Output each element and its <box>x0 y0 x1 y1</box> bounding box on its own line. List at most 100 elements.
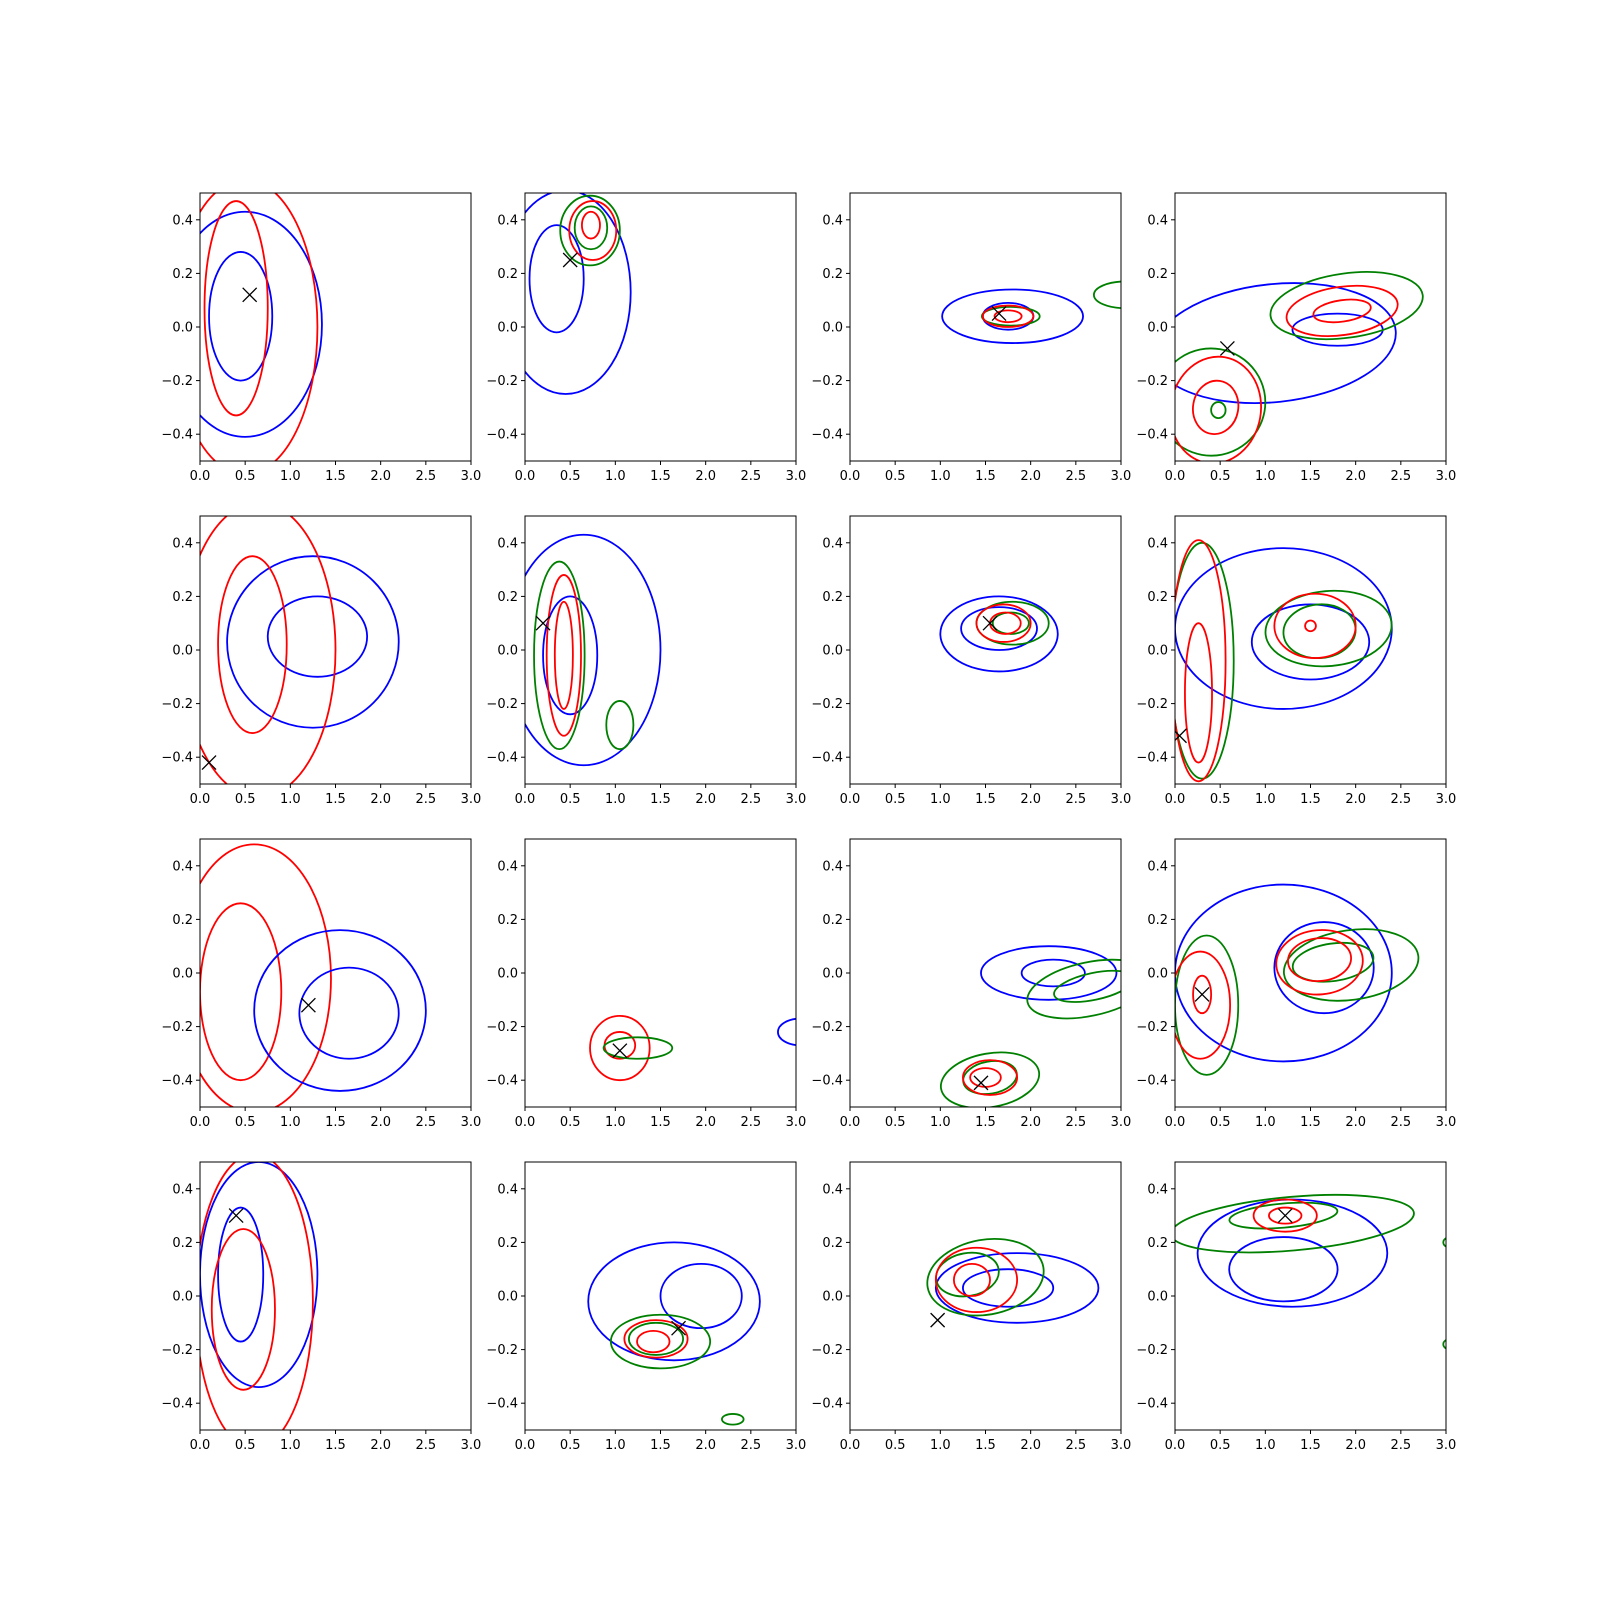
y-tick-label: 0.2 <box>1147 267 1168 282</box>
y-tick-label: −0.2 <box>1136 1343 1168 1358</box>
plot-area <box>525 193 632 395</box>
x-tick-label: 3.0 <box>1111 1438 1132 1453</box>
green-contour-line <box>1228 1201 1339 1230</box>
y-tick-label: −0.4 <box>486 1397 518 1412</box>
x-tick-label: 3.0 <box>461 792 482 807</box>
x-tick-label: 0.0 <box>1165 1115 1186 1130</box>
x-tick-label: 2.5 <box>740 1438 761 1453</box>
red-contour-line <box>1275 929 1364 996</box>
x-tick-label: 3.0 <box>1436 1438 1457 1453</box>
plot-area <box>200 193 323 461</box>
plot-area <box>1175 1194 1446 1350</box>
y-tick-label: 0.0 <box>1147 1290 1168 1305</box>
y-tick-label: 0.0 <box>822 321 843 336</box>
x-tick-label: 0.0 <box>515 1115 536 1130</box>
red-contour-line <box>1312 298 1372 324</box>
y-tick-label: −0.2 <box>161 374 193 389</box>
x-tick-label: 3.0 <box>461 1115 482 1130</box>
y-tick-label: 0.0 <box>172 644 193 659</box>
x-tick-label: 2.0 <box>1020 792 1041 807</box>
green-contour-line <box>1175 934 1240 1076</box>
y-tick-label: 0.0 <box>497 967 518 982</box>
y-tick-label: 0.2 <box>1147 590 1168 605</box>
x-tick-label: 0.0 <box>515 469 536 484</box>
y-tick-label: 0.2 <box>172 267 193 282</box>
blue-contour-line <box>1175 282 1397 404</box>
y-tick-label: 0.0 <box>497 321 518 336</box>
y-tick-label: 0.0 <box>172 967 193 982</box>
green-contour-line <box>1175 541 1235 780</box>
x-tick-label: 1.5 <box>975 1115 996 1130</box>
subplot-1-4: 0.0 0.5 1.0 1.5 2.0 2.5 3.0 −0.4 −0.2 0.0 0.2 0.4 <box>1136 192 1456 484</box>
y-tick-label: −0.4 <box>486 751 518 766</box>
x-tick-label: 0.5 <box>1210 469 1231 484</box>
x-tick-label: 2.0 <box>370 792 391 807</box>
x-tick-label: 0.0 <box>1165 469 1186 484</box>
y-tick-label: −0.4 <box>811 1397 843 1412</box>
x-tick-label: 2.5 <box>415 1115 436 1130</box>
x-tick-label: 2.0 <box>1020 1438 1041 1453</box>
blue-contour-line <box>934 1252 1100 1324</box>
axes-frame <box>1174 515 1447 785</box>
x-tick-label: 1.0 <box>605 1115 626 1130</box>
y-tick-label: 0.0 <box>172 321 193 336</box>
subplot-2-4: 0.0 0.5 1.0 1.5 2.0 2.5 3.0 −0.4 −0.2 0.0 0.2 0.4 <box>1136 515 1457 807</box>
plot-area <box>939 595 1059 673</box>
blue-contour-line <box>939 595 1059 673</box>
plot-area <box>587 1241 761 1426</box>
x-tick-label: 1.0 <box>280 1438 301 1453</box>
x-tick-label: 1.5 <box>1300 1115 1321 1130</box>
x-tick-label: 2.0 <box>695 1115 716 1130</box>
green-contour-line <box>926 1238 1045 1317</box>
x-tick-label: 0.5 <box>235 469 256 484</box>
plot-area <box>926 1238 1100 1328</box>
blue-contour-line <box>1250 603 1371 681</box>
x-tick-label: 0.0 <box>1165 792 1186 807</box>
blue-contour-line <box>1020 958 1086 988</box>
x-tick-label: 2.5 <box>740 1115 761 1130</box>
x-tick-label: 1.0 <box>605 469 626 484</box>
axes-frame <box>1174 192 1447 462</box>
blue-contour-line <box>525 533 662 767</box>
x-tick-label: 2.5 <box>1065 1115 1086 1130</box>
x-tick-label: 3.0 <box>786 469 807 484</box>
x-tick-label: 0.5 <box>885 469 906 484</box>
plot-area <box>941 280 1121 344</box>
blue-contour-line <box>1196 1198 1389 1308</box>
x-tick-label: 0.0 <box>190 792 211 807</box>
y-tick-label: −0.4 <box>161 1397 193 1412</box>
x-tick-label: 1.5 <box>975 469 996 484</box>
y-tick-label: −0.4 <box>161 751 193 766</box>
x-tick-label: 0.0 <box>515 792 536 807</box>
axes-frame <box>849 1161 1122 1431</box>
green-contour-line <box>1026 958 1121 1020</box>
x-tick-label: 1.0 <box>1255 1115 1276 1130</box>
y-tick-label: 0.4 <box>822 536 843 551</box>
green-contour-line <box>1093 280 1121 310</box>
x-tick-label: 1.5 <box>650 1438 671 1453</box>
plot-area <box>939 945 1121 1107</box>
blue-contour-line <box>200 1162 319 1388</box>
red-contour-line <box>952 1262 991 1297</box>
green-contour-line <box>573 205 609 251</box>
blue-contour-line <box>298 966 400 1060</box>
x-tick-label: 2.0 <box>370 469 391 484</box>
y-tick-label: 0.2 <box>497 913 518 928</box>
y-tick-label: 0.4 <box>497 1182 518 1197</box>
x-tick-label: 1.0 <box>605 1438 626 1453</box>
x-tick-label: 1.0 <box>1255 1438 1276 1453</box>
y-tick-label: −0.4 <box>811 751 843 766</box>
x-tick-label: 2.5 <box>1065 1438 1086 1453</box>
x-tick-label: 3.0 <box>1436 792 1457 807</box>
subplot-2-1: 0.0 0.5 1.0 1.5 2.0 2.5 3.0 −0.4 −0.2 0.0 0.2 0.4 <box>161 515 482 807</box>
x-tick-label: 0.0 <box>1165 1438 1186 1453</box>
y-tick-label: 0.0 <box>497 644 518 659</box>
x-marker <box>1175 728 1187 744</box>
plot-area <box>200 516 400 784</box>
red-contour-line <box>1175 950 1231 1060</box>
y-tick-label: −0.2 <box>1136 697 1168 712</box>
subplot-2-2: 0.0 0.5 1.0 1.5 2.0 2.5 3.0 −0.4 −0.2 0.0 0.2 0.4 <box>486 515 806 807</box>
plot-area <box>200 843 427 1107</box>
green-contour-line <box>602 1036 674 1060</box>
red-contour-line <box>1268 1206 1303 1225</box>
